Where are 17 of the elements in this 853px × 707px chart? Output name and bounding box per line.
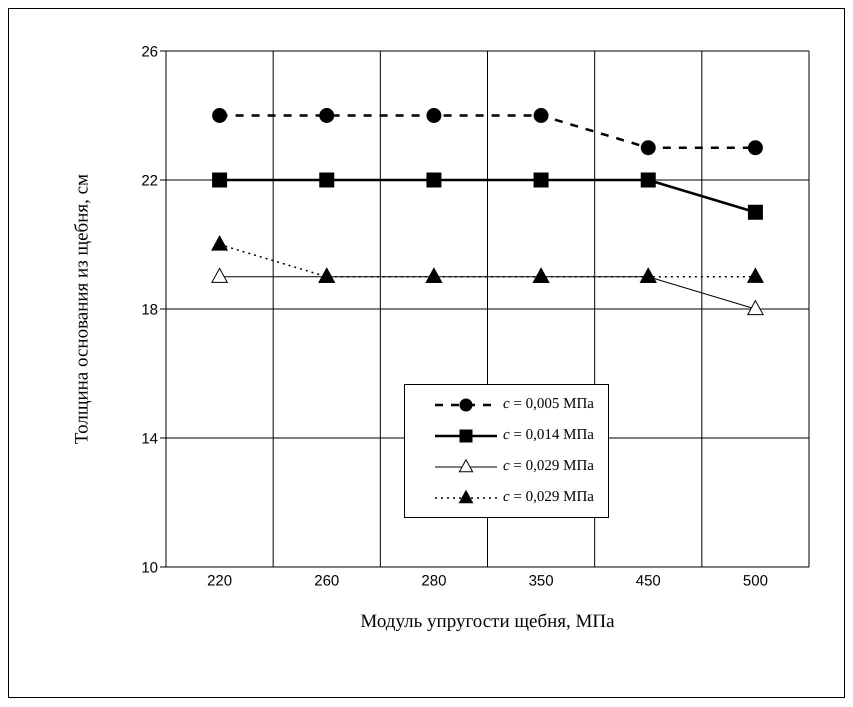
x-tick-label: 500 <box>742 572 768 590</box>
legend-label: c = 0,029 МПа <box>503 458 594 475</box>
x-tick-label: 260 <box>314 572 340 590</box>
y-axis-title: Толщина основания из щебня, см <box>72 174 93 444</box>
legend-label: c = 0,005 МПа <box>503 396 594 413</box>
x-tick-label: 280 <box>421 572 446 590</box>
legend-label: c = 0,029 МПа <box>503 489 594 506</box>
y-tick-label: 14 <box>141 430 158 448</box>
x-tick-label: 450 <box>636 572 661 590</box>
x-tick-label: 220 <box>207 572 232 590</box>
legend-label: c = 0,014 МПа <box>503 427 594 444</box>
y-tick-label: 22 <box>141 172 158 190</box>
y-tick-label: 26 <box>141 43 158 60</box>
y-tick-label: 10 <box>141 559 158 576</box>
x-axis-title: Модуль упругости щебня, МПа <box>360 611 616 632</box>
x-tick-label: 350 <box>528 572 554 590</box>
y-tick-label: 18 <box>141 301 158 318</box>
